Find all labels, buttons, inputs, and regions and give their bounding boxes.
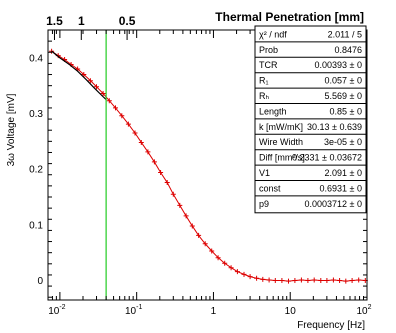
data-point — [241, 271, 247, 277]
x-tick-exponent: -1 — [136, 304, 142, 311]
chart-title: Thermal Penetration [mm] — [215, 10, 364, 24]
series-line-1 — [51, 50, 107, 101]
data-point — [189, 223, 195, 229]
data-point — [318, 278, 324, 283]
data-point — [356, 277, 362, 283]
data-point — [324, 278, 330, 283]
x-tick-label: 102 — [356, 304, 371, 317]
data-point — [292, 278, 298, 283]
stat-value: 3e-05 ± 0 — [324, 137, 362, 147]
data-point — [330, 277, 336, 283]
stat-label: χ² / ndf — [259, 29, 287, 39]
stat-value: 0.2331 ± 0.03672 — [292, 153, 362, 163]
data-point — [337, 278, 343, 283]
data-point — [119, 113, 125, 119]
stat-value: 0.85 ± 0 — [330, 106, 362, 116]
x-tick-base: 1 — [211, 306, 217, 317]
data-point — [164, 180, 170, 185]
stat-value: 2.011 / 5 — [328, 29, 362, 39]
data-point — [222, 260, 228, 266]
y-tick-label: 0.2 — [29, 165, 43, 176]
data-point — [125, 121, 131, 127]
data-point — [196, 232, 202, 238]
data-point — [94, 84, 99, 90]
data-point — [343, 278, 349, 284]
data-point — [87, 78, 93, 84]
stat-label: TCR — [259, 60, 278, 70]
top-axis: 1.5 1 0.5 — [46, 14, 136, 40]
data-point — [202, 241, 208, 247]
stat-value: 0.057 ± 0 — [325, 76, 362, 86]
data-point — [272, 278, 278, 283]
x-tick-label: 1 — [211, 306, 217, 317]
stat-label: p9 — [259, 199, 269, 209]
y-tick-label: 0.4 — [29, 53, 43, 64]
top-axis-tick-label: 0.5 — [119, 14, 136, 28]
stat-value: 30.13 ± 0.639 — [307, 122, 362, 132]
stat-label: Prob — [259, 45, 278, 55]
stat-value: 0.8476 — [334, 45, 362, 55]
data-point — [81, 72, 87, 77]
stat-label: V1 — [259, 168, 270, 178]
x-tick-label: 10-2 — [48, 304, 65, 317]
stat-value: 0.6931 ± 0 — [320, 183, 362, 193]
data-point — [311, 277, 317, 283]
stat-label: Diff [mm²/s] — [259, 153, 305, 163]
data-point — [113, 105, 118, 111]
data-point — [254, 275, 260, 281]
stat-label: k [mW/mK] — [259, 122, 303, 132]
stat-label: Wire Width — [259, 137, 303, 147]
data-point — [183, 213, 189, 219]
x-tick-exponent: 2 — [368, 304, 372, 311]
data-point — [279, 278, 285, 283]
stat-value: 5.569 ± 0 — [325, 91, 362, 101]
data-point — [228, 265, 234, 271]
stat-label: Rₕ — [259, 91, 269, 101]
data-point — [158, 170, 164, 175]
data-point — [170, 191, 176, 197]
data-point — [286, 278, 291, 284]
data-point — [132, 130, 138, 136]
top-axis-tick-label: 1.5 — [46, 14, 63, 28]
x-tick-label: 10 — [285, 306, 297, 317]
data-point — [247, 274, 253, 280]
stat-label: Length — [259, 106, 287, 116]
y-axis-label: 3ω Voltage [mV] — [6, 93, 17, 166]
stat-value: 0.0003712 ± 0 — [305, 199, 363, 209]
data-point — [177, 202, 183, 208]
x-tick-exponent: -2 — [59, 304, 65, 311]
stat-value: 2.091 ± 0 — [325, 168, 362, 178]
data-point — [138, 140, 144, 145]
x-tick-base: 10 — [285, 306, 297, 317]
data-point — [266, 277, 272, 283]
x-tick-base: 10 — [356, 306, 368, 317]
y-tick-label: 0.3 — [29, 109, 43, 120]
data-point — [151, 159, 157, 165]
y-tick-label: 0.1 — [29, 220, 43, 231]
stat-label: R₁ — [259, 76, 269, 86]
stat-label: const — [259, 183, 281, 193]
top-axis-tick-label: 1 — [78, 14, 85, 28]
data-point — [305, 278, 311, 283]
data-point — [106, 98, 112, 104]
plot-frame — [47, 29, 368, 301]
stat-value: 0.00393 ± 0 — [315, 60, 362, 70]
x-axis-label: Frequency [Hz] — [297, 320, 365, 331]
data-point — [145, 149, 151, 155]
data-point — [260, 276, 266, 282]
x-tick-label: 10-1 — [125, 304, 142, 317]
data-point — [209, 248, 215, 254]
data-point — [349, 278, 355, 283]
data-point — [298, 277, 304, 283]
data-point — [100, 91, 106, 96]
y-tick-label: 0 — [37, 276, 43, 287]
series-layer — [49, 48, 368, 284]
x-tick-base: 10 — [48, 306, 60, 317]
data-point — [234, 269, 240, 275]
x-tick-base: 10 — [125, 306, 137, 317]
data-point — [215, 255, 221, 261]
stats-box: χ² / ndf 2.011 / 5 Prob 0.8476 TCR 0.00393 ± … — [254, 25, 367, 214]
